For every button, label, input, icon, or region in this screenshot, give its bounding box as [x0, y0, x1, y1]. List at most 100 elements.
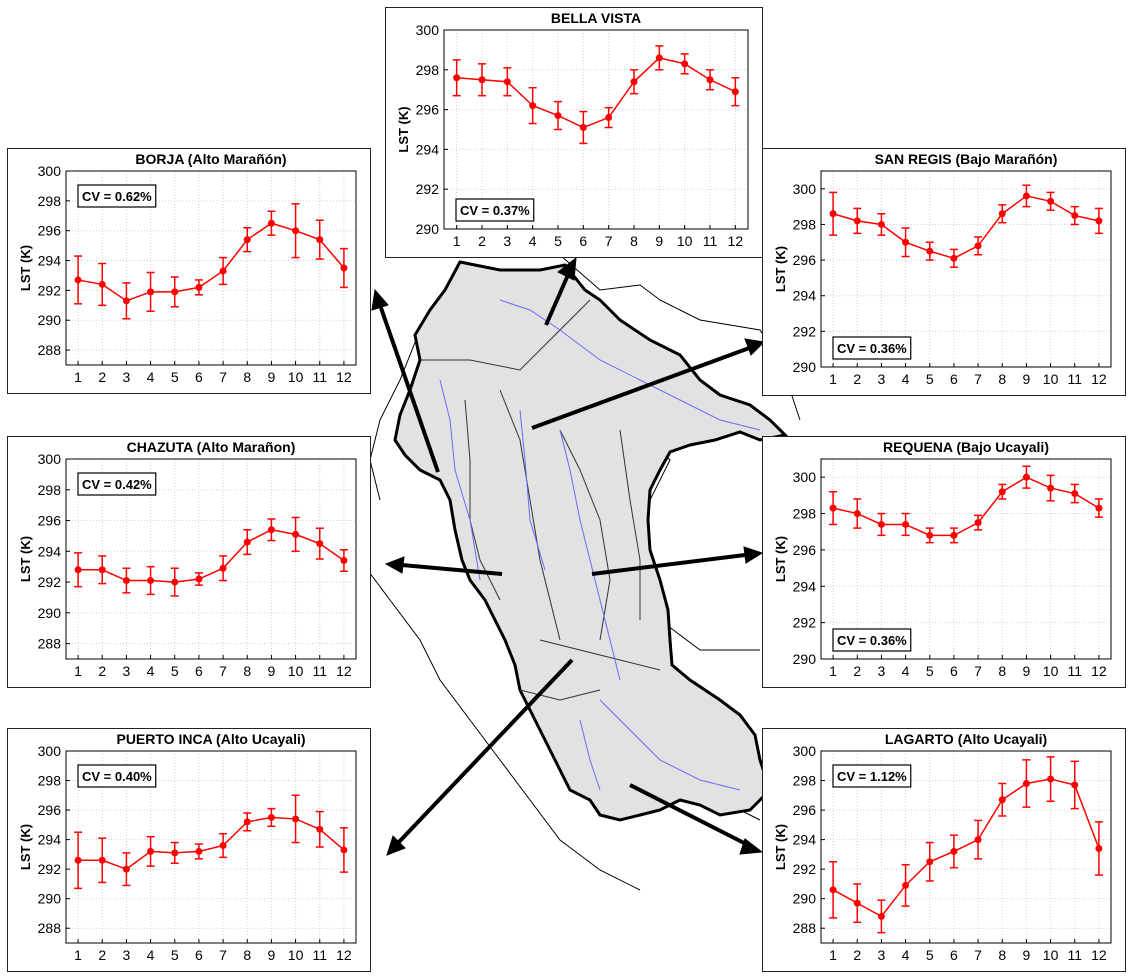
x-tick-label: 12 [1091, 947, 1107, 963]
y-tick-label: 298 [38, 482, 62, 498]
data-point [1071, 781, 1079, 789]
chart-title: LAGARTO (Alto Ucayali) [885, 731, 1047, 747]
cv-box [77, 472, 157, 496]
data-point [974, 242, 982, 250]
cv-box [832, 336, 912, 360]
x-tick-label: 2 [98, 369, 106, 385]
cv-label: CV = 1.12% [837, 769, 907, 784]
arrow-requena [591, 553, 746, 576]
x-tick-label: 2 [478, 233, 486, 249]
cv-label: CV = 0.36% [837, 633, 907, 648]
chart-svg: BORJA (Alto Marañón)28829029229429629830… [18, 151, 357, 385]
x-tick-label: 1 [829, 663, 837, 679]
data-point [74, 276, 82, 284]
data-point [1095, 844, 1103, 852]
data-point [122, 297, 130, 305]
x-tick-label: 10 [1043, 663, 1059, 679]
border-line [359, 559, 641, 891]
data-point [147, 288, 155, 296]
x-tick-label: 3 [123, 663, 131, 679]
data-point [453, 74, 461, 82]
x-tick-label: 6 [950, 947, 958, 963]
x-tick-label: 10 [288, 947, 304, 963]
axes-frame [65, 750, 357, 944]
data-point [292, 530, 300, 538]
river-line [599, 699, 741, 791]
series-line [832, 778, 1100, 918]
data-point [98, 280, 106, 288]
arrow-borja [378, 304, 440, 473]
y-tick-label: 298 [793, 216, 817, 232]
x-tick-label: 11 [1067, 371, 1082, 387]
series-line [78, 528, 345, 583]
data-point [829, 210, 837, 218]
y-tick-label: 292 [793, 861, 817, 877]
data-point [681, 60, 689, 68]
data-point [902, 881, 910, 889]
data-point [243, 236, 251, 244]
axes-frame [65, 170, 357, 366]
axes-frame [820, 170, 1112, 368]
data-point [877, 220, 885, 228]
y-tick-label: 300 [38, 743, 62, 759]
series-line [78, 816, 345, 870]
data-point [316, 540, 324, 548]
data-point [655, 54, 663, 62]
y-axis-label: LST (K) [773, 824, 788, 870]
data-point [950, 847, 958, 855]
border-line [369, 329, 421, 501]
chart-panel-san-regis: SAN REGIS (Bajo Marañón) 290 292 294 296 298 3… [762, 148, 1126, 396]
data-point [877, 912, 885, 920]
data-point [1095, 217, 1103, 225]
y-tick-label: 292 [38, 861, 62, 877]
data-point [195, 847, 203, 855]
y-tick-label: 294 [38, 832, 62, 848]
y-axis-label: LST (K) [773, 536, 788, 582]
data-point [554, 112, 562, 120]
subbasin-line [499, 389, 561, 641]
x-tick-label: 12 [728, 233, 744, 249]
data-point [195, 575, 203, 583]
data-point [605, 114, 613, 122]
x-tick-label: 4 [529, 233, 537, 249]
chart-panel-bella-vista: BELLA VISTA 290 292 294 296 298 300 1 2 3 4 5 6 7 8 9 10… [385, 7, 763, 258]
y-tick-label: 290 [38, 312, 62, 328]
x-tick-label: 9 [1023, 371, 1031, 387]
data-point [902, 238, 910, 246]
arrow-chazuta [401, 563, 503, 576]
x-tick-label: 11 [1067, 663, 1082, 679]
x-tick-label: 11 [703, 233, 718, 249]
data-point [340, 846, 348, 854]
chart-title: PUERTO INCA (Alto Ucayali) [116, 731, 305, 747]
chart-title: BELLA VISTA [551, 10, 641, 26]
data-point [926, 531, 934, 539]
data-point [1047, 197, 1055, 205]
x-tick-label: 3 [503, 233, 511, 249]
y-tick-label: 292 [38, 574, 62, 590]
data-point [243, 538, 251, 546]
y-tick-label: 298 [793, 506, 817, 522]
x-tick-label: 5 [926, 371, 934, 387]
data-point [171, 849, 179, 857]
cv-label: CV = 0.40% [82, 769, 152, 784]
data-point [579, 124, 587, 132]
x-tick-label: 4 [902, 663, 910, 679]
series-line [832, 476, 1100, 537]
chart-panel-chazuta: CHAZUTA (Alto Marañon) 288 290 292 294 296 298… [7, 436, 371, 688]
x-tick-label: 4 [147, 947, 155, 963]
x-tick-label: 7 [605, 233, 613, 249]
x-tick-label: 2 [853, 663, 861, 679]
x-tick-label: 3 [123, 369, 131, 385]
x-tick-label: 11 [312, 947, 327, 963]
x-tick-label: 7 [219, 369, 227, 385]
chart-svg: CHAZUTA (Alto Marañon)288290292294296298… [18, 439, 357, 679]
x-tick-label: 9 [655, 233, 663, 249]
data-point [122, 577, 130, 585]
arrow-san-regis [531, 345, 753, 430]
plot-area [821, 171, 1111, 367]
x-tick-label: 10 [677, 233, 693, 249]
river-line [579, 719, 601, 791]
data-point [316, 236, 324, 244]
y-tick-label: 300 [793, 181, 817, 197]
x-tick-label: 5 [926, 663, 934, 679]
